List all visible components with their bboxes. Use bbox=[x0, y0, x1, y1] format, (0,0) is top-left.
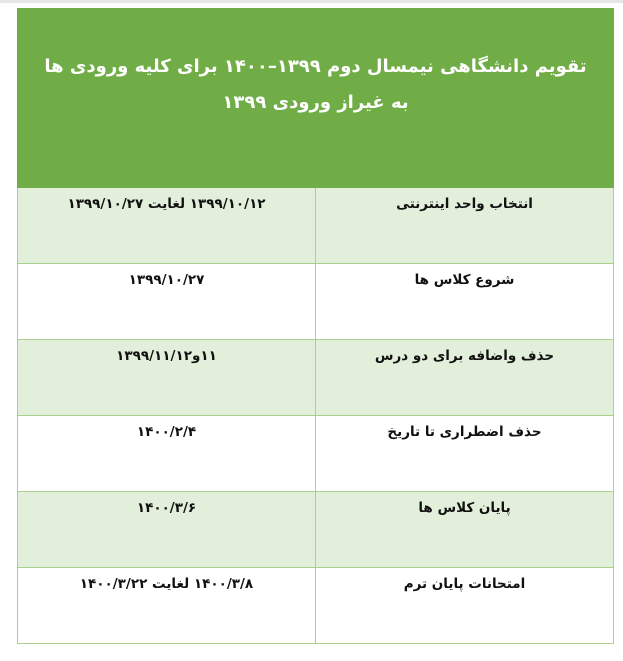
table-row: انتخاب واحد اینترنتی ۱۳۹۹/۱۰/۱۲ لغایت ۱۳… bbox=[17, 187, 614, 264]
date-cell: ۱۴۰۰/۳/۶ bbox=[17, 491, 316, 568]
date-cell: ۱۳۹۹/۱۰/۲۷ bbox=[17, 263, 316, 340]
academic-calendar-table: تقویم دانشگاهی نیمسال دوم ۱۳۹۹–۱۴۰۰ برای… bbox=[17, 8, 614, 644]
event-cell: حذف اضطراری تا تاریخ bbox=[315, 415, 614, 492]
table-row: امتحانات پایان ترم ۱۴۰۰/۳/۸ لغایت ۱۴۰۰/۳… bbox=[17, 567, 614, 644]
event-cell: پایان کلاس ها bbox=[315, 491, 614, 568]
table-row: حذف اضطراری تا تاریخ ۱۴۰۰/۲/۴ bbox=[17, 415, 614, 492]
table-row: شروع کلاس ها ۱۳۹۹/۱۰/۲۷ bbox=[17, 263, 614, 340]
event-cell: حذف واضافه برای دو درس bbox=[315, 339, 614, 416]
date-cell: ۱۴۰۰/۲/۴ bbox=[17, 415, 316, 492]
event-cell: انتخاب واحد اینترنتی bbox=[315, 187, 614, 264]
title-line-2: به غیراز ورودی ۱۳۹۹ bbox=[222, 92, 409, 113]
date-cell: ۱۴۰۰/۳/۸ لغایت ۱۴۰۰/۳/۲۲ bbox=[17, 567, 316, 644]
date-cell: ۱۳۹۹/۱۰/۱۲ لغایت ۱۳۹۹/۱۰/۲۷ bbox=[17, 187, 316, 264]
table-row: حذف واضافه برای دو درس ۱۱و۱۳۹۹/۱۱/۱۲ bbox=[17, 339, 614, 416]
table-title: تقویم دانشگاهی نیمسال دوم ۱۳۹۹–۱۴۰۰ برای… bbox=[17, 8, 614, 188]
date-cell: ۱۱و۱۳۹۹/۱۱/۱۲ bbox=[17, 339, 316, 416]
page-top-border bbox=[0, 0, 623, 3]
event-cell: شروع کلاس ها bbox=[315, 263, 614, 340]
event-cell: امتحانات پایان ترم bbox=[315, 567, 614, 644]
table-row: پایان کلاس ها ۱۴۰۰/۳/۶ bbox=[17, 491, 614, 568]
table-header-row: تقویم دانشگاهی نیمسال دوم ۱۳۹۹–۱۴۰۰ برای… bbox=[17, 8, 614, 188]
title-line-1: تقویم دانشگاهی نیمسال دوم ۱۳۹۹–۱۴۰۰ برای… bbox=[44, 56, 587, 77]
